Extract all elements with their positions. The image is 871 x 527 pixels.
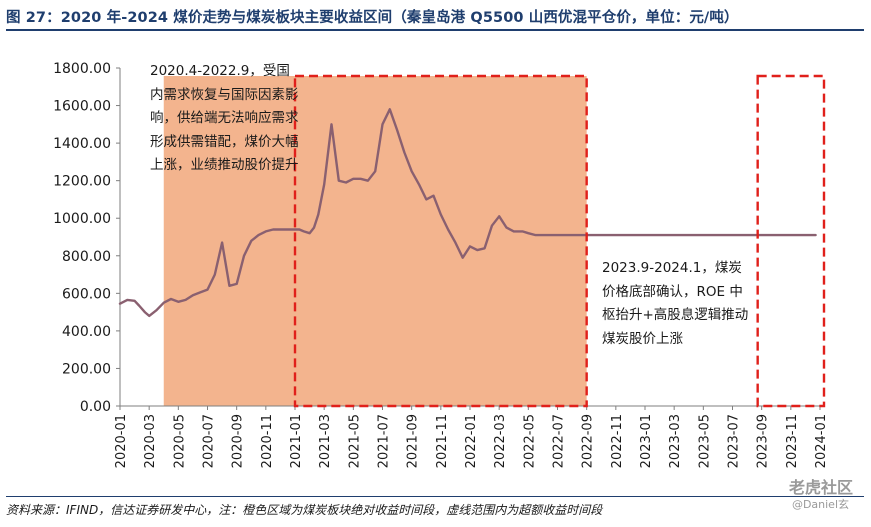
x-tick-label: 2020-11 <box>260 414 275 468</box>
y-tick-label: 1800.00 <box>53 61 111 77</box>
annotation-absolute-return: 2020.4-2022.9，受国内需求恢复与国际因素影响，供给端无法响应需求形成… <box>150 63 299 173</box>
x-tick-label: 2024-01 <box>814 414 829 468</box>
x-tick-label: 2022-05 <box>522 414 537 468</box>
x-tick-label: 2021-09 <box>406 414 421 468</box>
y-tick-label: 200.00 <box>62 361 111 377</box>
x-tick-label: 2022-07 <box>552 414 567 468</box>
y-tick-label: 800.00 <box>62 249 111 265</box>
source-note: 资料来源：IFIND，信达证券研发中心，注：橙色区域为煤炭板块绝对收益时间段，虚… <box>6 503 603 517</box>
y-tick-label: 1600.00 <box>53 99 111 115</box>
chart-title: 图 27：2020 年-2024 煤价走势与煤炭板块主要收益区间（秦皇岛港 Q5… <box>6 10 739 26</box>
y-tick-label: 400.00 <box>62 324 111 340</box>
watermark: 老虎社区 <box>788 478 853 497</box>
y-tick-label: 1400.00 <box>53 136 111 152</box>
x-tick-label: 2023-07 <box>727 414 742 468</box>
watermark-handle: @Daniel玄 <box>791 498 849 511</box>
coal-price-line <box>118 108 817 318</box>
excess-return-box <box>756 74 826 408</box>
x-tick-label: 2021-05 <box>347 414 362 468</box>
y-tick-label: 1000.00 <box>53 211 111 227</box>
x-tick-label: 2020-03 <box>143 414 158 468</box>
x-tick-label: 2022-01 <box>464 414 479 468</box>
x-tick-label: 2022-09 <box>581 414 596 468</box>
x-tick-label: 2020-05 <box>172 414 187 468</box>
x-tick-label: 2020-07 <box>202 414 217 468</box>
y-tick-label: 600.00 <box>62 286 111 302</box>
title-rule <box>6 29 864 31</box>
x-tick-label: 2021-07 <box>377 414 392 468</box>
y-tick-label: 0.00 <box>80 399 111 415</box>
x-tick-label: 2022-03 <box>493 414 508 468</box>
x-tick-label: 2023-09 <box>756 414 771 468</box>
annotation-excess-return: 2023.9-2024.1，煤炭价格底部确认，ROE 中枢抬升+高股息逻辑推动煤… <box>602 260 749 347</box>
y-tick-label: 1200.00 <box>53 174 111 190</box>
x-tick-label: 2023-03 <box>668 414 683 468</box>
absolute-return-shade <box>163 76 587 406</box>
excess-return-box <box>293 74 588 408</box>
x-tick-label: 2021-01 <box>289 414 304 468</box>
source-rule <box>6 496 864 497</box>
x-tick-label: 2021-03 <box>318 414 333 468</box>
coal-price-chart: 0.00 200.00 400.00 600.00 800.00 1000.00 1200.… <box>53 61 829 468</box>
x-tick-label: 2023-11 <box>785 414 800 468</box>
x-tick-label: 2021-11 <box>435 414 450 468</box>
x-tick-label: 2020-01 <box>114 414 129 468</box>
x-tick-label: 2022-11 <box>610 414 625 468</box>
x-tick-label: 2020-09 <box>231 414 246 468</box>
x-tick-label: 2023-05 <box>697 414 712 468</box>
x-tick-label: 2023-01 <box>639 414 654 468</box>
